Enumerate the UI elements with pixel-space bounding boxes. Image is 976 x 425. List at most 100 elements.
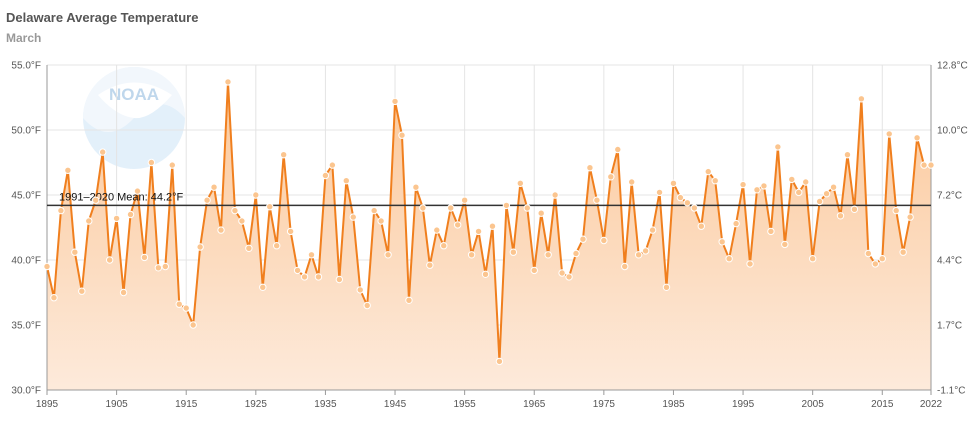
noaa-logo-text: NOAA [109, 85, 159, 104]
data-point [516, 179, 525, 188]
y-tick-label: 55.0°F [11, 61, 41, 72]
temperature-series-line [46, 80, 931, 363]
data-point [829, 183, 838, 191]
y2-tick-label: 12.8°C [937, 61, 968, 72]
data-point [245, 244, 253, 253]
data-point [447, 204, 455, 212]
x-tick-label: 1895 [36, 399, 59, 410]
y2-tick-label: 7.2°C [937, 191, 962, 202]
chart-subtitle: March [6, 31, 42, 45]
data-point [349, 213, 357, 221]
data-point [273, 242, 281, 250]
data-point [822, 190, 831, 198]
mean-label: 1991–2020 Mean: 44.2°F [59, 191, 184, 203]
data-point [607, 173, 615, 181]
y2-tick-label: -1.1°C [937, 386, 965, 397]
y-tick-label: 40.0°F [11, 256, 41, 267]
data-point [460, 196, 469, 204]
data-point [433, 226, 441, 234]
data-point [335, 275, 344, 284]
data-point [593, 196, 601, 204]
data-point [871, 260, 880, 268]
data-point [224, 78, 232, 86]
data-point [286, 227, 295, 236]
data-point [906, 213, 914, 221]
data-point [704, 167, 712, 176]
data-point [147, 158, 156, 167]
data-point [544, 251, 552, 259]
data-point [481, 270, 490, 278]
y-tick-label: 50.0°F [11, 126, 41, 137]
data-point [913, 134, 921, 142]
data-point [488, 222, 497, 230]
data-point [175, 300, 183, 308]
data-point [238, 217, 246, 225]
data-point [252, 191, 260, 199]
data-point [857, 95, 866, 103]
data-point [572, 249, 580, 258]
x-tick-label: 1995 [732, 399, 755, 410]
data-point [50, 294, 58, 302]
data-point [530, 266, 538, 275]
data-point [154, 264, 163, 272]
data-point [676, 193, 685, 202]
x-tick-label: 1975 [593, 399, 616, 410]
data-point [885, 130, 893, 138]
data-point [161, 262, 170, 271]
data-point [509, 248, 518, 256]
data-point [98, 148, 107, 156]
data-point [133, 187, 142, 195]
data-point [105, 256, 114, 264]
data-point [621, 262, 629, 271]
data-point [614, 145, 622, 154]
data-point [474, 227, 483, 236]
data-point [85, 217, 93, 225]
data-point [627, 178, 636, 186]
data-point [586, 164, 594, 172]
data-point [899, 248, 907, 256]
data-point [802, 178, 810, 186]
data-point [231, 206, 239, 215]
data-point [760, 182, 768, 190]
data-point [655, 188, 664, 197]
data-point [266, 203, 274, 211]
data-point [551, 191, 559, 199]
data-point [711, 177, 719, 185]
data-point [196, 243, 204, 251]
data-point [119, 288, 128, 297]
data-point [210, 183, 218, 191]
data-point [440, 242, 448, 250]
data-point [788, 175, 796, 184]
data-point [189, 321, 197, 329]
data-point [774, 143, 782, 151]
data-point [370, 206, 378, 215]
data-point [342, 177, 351, 185]
data-point [843, 151, 852, 159]
data-point [864, 249, 873, 258]
x-tick-label: 2022 [920, 399, 943, 410]
data-point [43, 262, 51, 271]
data-point [71, 248, 79, 256]
data-point [697, 222, 705, 230]
y-tick-label: 35.0°F [11, 321, 41, 332]
data-point [92, 196, 100, 204]
data-point [182, 304, 190, 312]
data-point [314, 273, 323, 281]
data-point [168, 161, 176, 169]
data-point [808, 255, 817, 263]
data-point [78, 287, 86, 295]
data-point [746, 260, 754, 268]
x-tick-label: 1915 [175, 399, 198, 410]
y2-tick-label: 1.7°C [937, 321, 962, 332]
data-point [307, 251, 316, 259]
x-tick-label: 1985 [662, 399, 685, 410]
data-point [377, 217, 385, 225]
data-point [641, 247, 650, 255]
data-point [892, 206, 900, 215]
data-point [321, 171, 330, 180]
data-point [57, 206, 65, 215]
data-point [781, 240, 789, 249]
data-point [467, 251, 476, 259]
data-point [718, 238, 726, 246]
x-tick-label: 1935 [314, 399, 337, 410]
